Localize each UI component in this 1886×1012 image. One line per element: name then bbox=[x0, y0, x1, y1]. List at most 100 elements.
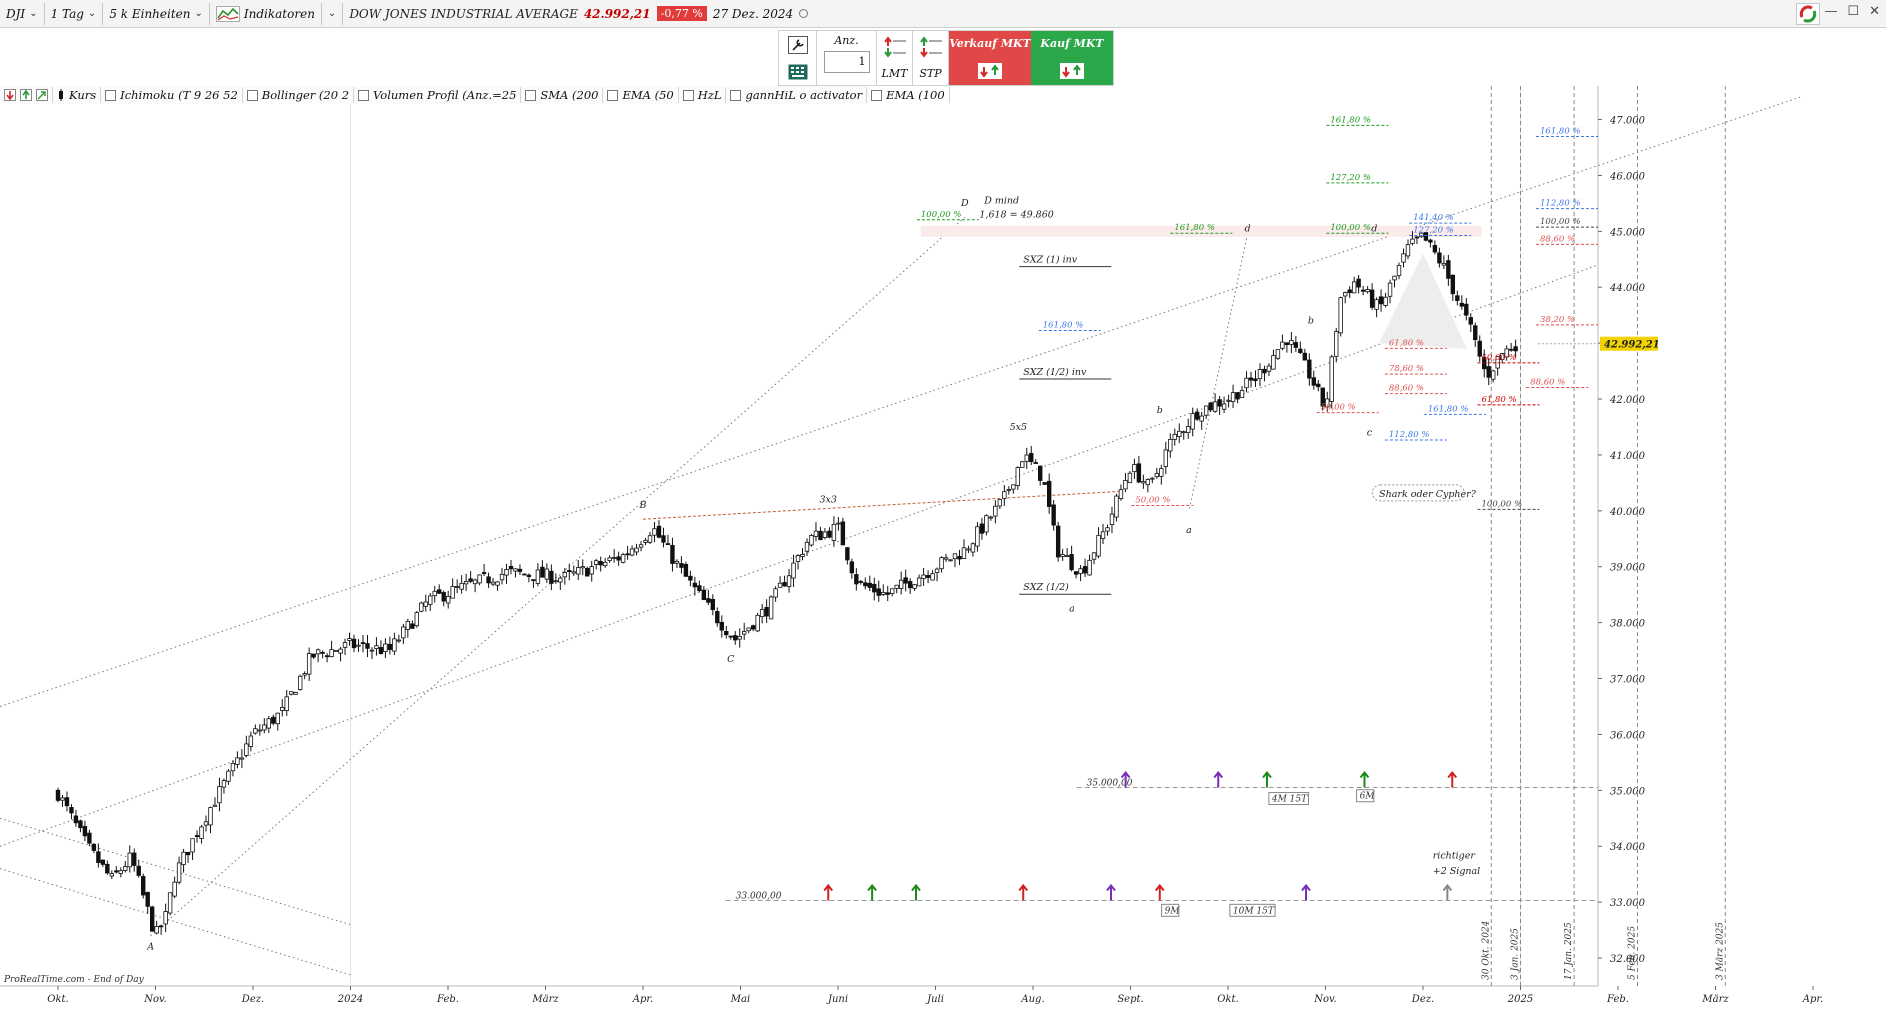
candle bbox=[1275, 349, 1281, 359]
candle bbox=[706, 598, 711, 603]
candle bbox=[1154, 473, 1160, 477]
candle bbox=[683, 563, 689, 577]
wave-label: d bbox=[1244, 223, 1250, 234]
timeframe-selector[interactable]: 1 Tag ⌄ bbox=[45, 2, 104, 25]
candle bbox=[553, 580, 559, 583]
y-tick-label: 41.000 bbox=[1609, 451, 1646, 462]
indicator-item[interactable]: EMA (100 bbox=[867, 87, 950, 103]
candle bbox=[114, 870, 119, 873]
minimize-icon[interactable]: — bbox=[1824, 4, 1838, 19]
indicator-item[interactable]: gannHiL o activator bbox=[726, 87, 868, 103]
candle bbox=[306, 653, 312, 675]
units-selector[interactable]: 5 k Einheiten ⌄ bbox=[103, 2, 210, 25]
x-tick-label: Apr. bbox=[632, 994, 653, 1005]
close-icon[interactable]: ✕ bbox=[1869, 4, 1880, 19]
limit-order-icon bbox=[883, 36, 906, 58]
signal-tag: 9M bbox=[1165, 906, 1181, 916]
wave-label: a bbox=[1069, 603, 1075, 614]
keyboard-icon[interactable] bbox=[788, 64, 808, 80]
indicator-label: HzL bbox=[697, 88, 722, 102]
candle bbox=[665, 543, 671, 546]
candle bbox=[562, 572, 568, 578]
candle bbox=[167, 892, 173, 914]
candle bbox=[1423, 232, 1429, 241]
candle bbox=[836, 522, 841, 525]
candle bbox=[280, 706, 285, 711]
sell-market-button[interactable]: Verkauf MKT bbox=[949, 31, 1031, 85]
signal-up-arrow-icon bbox=[1359, 770, 1370, 788]
candle bbox=[1401, 253, 1406, 263]
signal-up-arrow-icon bbox=[867, 883, 877, 901]
indicators-dropdown[interactable]: ⌄ bbox=[322, 2, 344, 25]
signal-tag: 4M 15T bbox=[1271, 795, 1308, 805]
limit-order-button[interactable]: LMT bbox=[877, 31, 913, 85]
candle bbox=[1136, 463, 1142, 483]
checkbox[interactable] bbox=[730, 89, 742, 101]
checkbox[interactable] bbox=[871, 89, 883, 101]
buy-arrow-icon[interactable] bbox=[20, 89, 32, 101]
checkbox[interactable] bbox=[607, 89, 619, 101]
chevron-down-icon: ⌄ bbox=[194, 8, 203, 19]
indicator-label: SMA (200 bbox=[540, 88, 599, 102]
candle bbox=[970, 543, 976, 553]
candle bbox=[1334, 331, 1339, 357]
checkbox[interactable] bbox=[358, 89, 370, 101]
checkbox[interactable] bbox=[682, 89, 694, 101]
candle bbox=[692, 582, 698, 588]
candle bbox=[1396, 265, 1402, 276]
indicator-item[interactable]: Bollinger (20 2 bbox=[243, 87, 355, 103]
limit-order-label: LMT bbox=[881, 67, 908, 81]
buy-market-button[interactable]: Kauf MKT bbox=[1031, 31, 1113, 85]
wrench-icon[interactable] bbox=[787, 36, 808, 54]
candle bbox=[966, 548, 971, 551]
wave-label: c bbox=[1367, 427, 1373, 438]
indicator-item[interactable]: SMA (200 bbox=[521, 87, 604, 103]
candle bbox=[289, 691, 294, 695]
candle bbox=[549, 570, 554, 584]
checkbox[interactable] bbox=[525, 89, 537, 101]
candle bbox=[324, 655, 330, 658]
candle bbox=[78, 820, 83, 829]
candle bbox=[1248, 377, 1254, 381]
price-chart[interactable]: 47.00046.00045.00044.00043.00042.00041.0… bbox=[0, 86, 1886, 1012]
maximize-icon[interactable]: ☐ bbox=[1847, 4, 1860, 19]
candle bbox=[105, 863, 110, 874]
x-tick-label: Apr. bbox=[1802, 994, 1823, 1005]
candle bbox=[822, 531, 828, 538]
candle bbox=[239, 757, 245, 760]
symbol-selector[interactable]: DJI ⌄ bbox=[0, 2, 45, 25]
indicator-item[interactable]: HzL bbox=[679, 87, 727, 103]
candle bbox=[1342, 292, 1348, 297]
candle bbox=[1271, 355, 1276, 370]
x-tick-label: Nov. bbox=[1313, 994, 1336, 1005]
fib-level-label: 100,00 % bbox=[1540, 217, 1581, 227]
indicator-item[interactable]: Volumen Profil (Anz.=25 bbox=[354, 87, 522, 103]
change-badge: -0,77 % bbox=[656, 6, 707, 21]
indicators-button[interactable]: Indikatoren bbox=[210, 2, 322, 25]
candle bbox=[517, 568, 523, 572]
sell-arrow-icon[interactable] bbox=[4, 89, 16, 101]
candle bbox=[1311, 377, 1316, 386]
candle bbox=[881, 591, 886, 595]
indicator-item[interactable]: Ichimoku (T 9 26 52 bbox=[101, 87, 243, 103]
trend-arrow-icon[interactable] bbox=[36, 89, 48, 101]
stop-order-button[interactable]: STP bbox=[913, 31, 949, 85]
candle bbox=[1145, 479, 1151, 486]
candle bbox=[1118, 489, 1124, 499]
quantity-group: Anz. 1 bbox=[817, 31, 877, 85]
candle bbox=[522, 573, 527, 576]
quantity-input[interactable]: 1 bbox=[823, 51, 870, 73]
candle bbox=[1495, 356, 1500, 369]
price-series-toggle[interactable]: Kurs bbox=[53, 87, 102, 103]
indicator-item[interactable]: EMA (50 bbox=[603, 87, 679, 103]
candle bbox=[728, 635, 733, 638]
candle bbox=[755, 614, 760, 632]
wave-label: d bbox=[1371, 223, 1377, 234]
candle bbox=[1217, 399, 1222, 407]
checkbox[interactable] bbox=[105, 89, 117, 101]
candle bbox=[1046, 480, 1052, 507]
candle bbox=[943, 557, 949, 560]
candle bbox=[827, 530, 832, 538]
candle bbox=[620, 554, 626, 563]
checkbox[interactable] bbox=[246, 89, 258, 101]
